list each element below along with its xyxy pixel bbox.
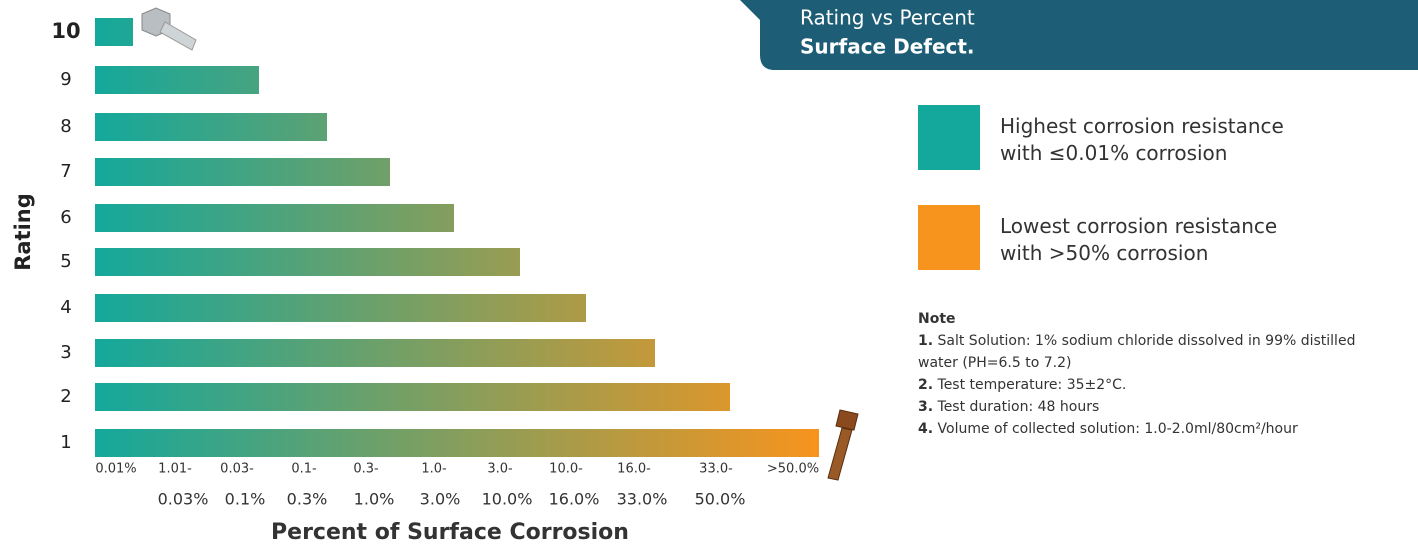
- rating-label: 9: [60, 69, 71, 90]
- bar: [95, 158, 390, 186]
- legend-label: Highest corrosion resistance with ≤0.01% …: [1000, 114, 1284, 165]
- bolt-icon: [141, 7, 197, 51]
- legend-swatch: [918, 105, 980, 170]
- note-title: Note: [918, 311, 956, 327]
- note-item: 4. Volume of collected solution: 1.0-2.0…: [918, 418, 1398, 440]
- rating-label: 10: [51, 19, 80, 43]
- note-number: 1.: [918, 333, 934, 349]
- header-banner: [740, 0, 1418, 70]
- x-label-lower: 1.0%: [354, 490, 395, 509]
- x-label-upper: 0.1-: [291, 462, 317, 477]
- note-number: 2.: [918, 377, 934, 393]
- x-label-lower: 0.03%: [158, 490, 209, 509]
- x-label-upper: 10.0-: [549, 462, 583, 477]
- note-text: Test duration: 48 hours: [937, 399, 1100, 415]
- rating-label: 6: [60, 207, 71, 228]
- note-text: Salt Solution: 1% sodium chloride dissol…: [918, 333, 1356, 371]
- bar: [95, 113, 327, 141]
- rating-label: 4: [60, 297, 71, 318]
- x-label-lower: 33.0%: [617, 490, 668, 509]
- note: Note 1. Salt Solution: 1% sodium chloride…: [918, 308, 1398, 440]
- x-label-upper: 1.0-: [421, 462, 447, 477]
- x-label-upper: >50.0%: [767, 462, 819, 477]
- rating-label: 3: [60, 342, 71, 363]
- bar: [95, 248, 520, 276]
- bar: [95, 339, 655, 367]
- x-label-lower: 0.1%: [225, 490, 266, 509]
- bar: [95, 294, 586, 322]
- note-item: 3. Test duration: 48 hours: [918, 396, 1398, 418]
- bar: [95, 18, 133, 46]
- rusty-bolt-icon: [827, 409, 859, 481]
- note-text: Volume of collected solution: 1.0-2.0ml/…: [937, 421, 1298, 437]
- bar: [95, 66, 259, 94]
- rating-label: 8: [60, 116, 71, 137]
- x-label-lower: 16.0%: [549, 490, 600, 509]
- rating-label: 7: [60, 161, 71, 182]
- x-axis-label: Percent of Surface Corrosion: [271, 520, 629, 545]
- x-label-upper: 1.01-: [158, 462, 192, 477]
- header-subtitle: Surface Defect.: [800, 35, 975, 59]
- note-number: 4.: [918, 421, 934, 437]
- x-label-lower: 0.3%: [287, 490, 328, 509]
- x-label-upper: 33.0-: [699, 462, 733, 477]
- y-axis-label: Rating: [11, 193, 35, 271]
- bar: [95, 204, 454, 232]
- rating-label: 5: [60, 251, 71, 272]
- x-label-upper: 0.03-: [220, 462, 254, 477]
- x-label-lower: 10.0%: [482, 490, 533, 509]
- note-item: 2. Test temperature: 35±2°C.: [918, 374, 1398, 396]
- note-text: Test temperature: 35±2°C.: [937, 377, 1127, 393]
- note-number: 3.: [918, 399, 934, 415]
- x-label-upper: 16.0-: [617, 462, 651, 477]
- bar: [95, 429, 819, 457]
- x-label-upper: 0.01%: [95, 462, 136, 477]
- rating-label: 2: [60, 386, 71, 407]
- header-title: Rating vs Percent: [800, 6, 975, 30]
- legend-swatch: [918, 205, 980, 270]
- x-label-lower: 3.0%: [420, 490, 461, 509]
- legend-label: Lowest corrosion resistance with >50% cor…: [1000, 214, 1277, 265]
- x-label-lower: 50.0%: [695, 490, 746, 509]
- rating-label: 1: [60, 432, 71, 453]
- x-label-upper: 3.0-: [487, 462, 513, 477]
- note-item: 1. Salt Solution: 1% sodium chloride dis…: [918, 330, 1398, 374]
- bar: [95, 383, 730, 411]
- x-label-upper: 0.3-: [353, 462, 379, 477]
